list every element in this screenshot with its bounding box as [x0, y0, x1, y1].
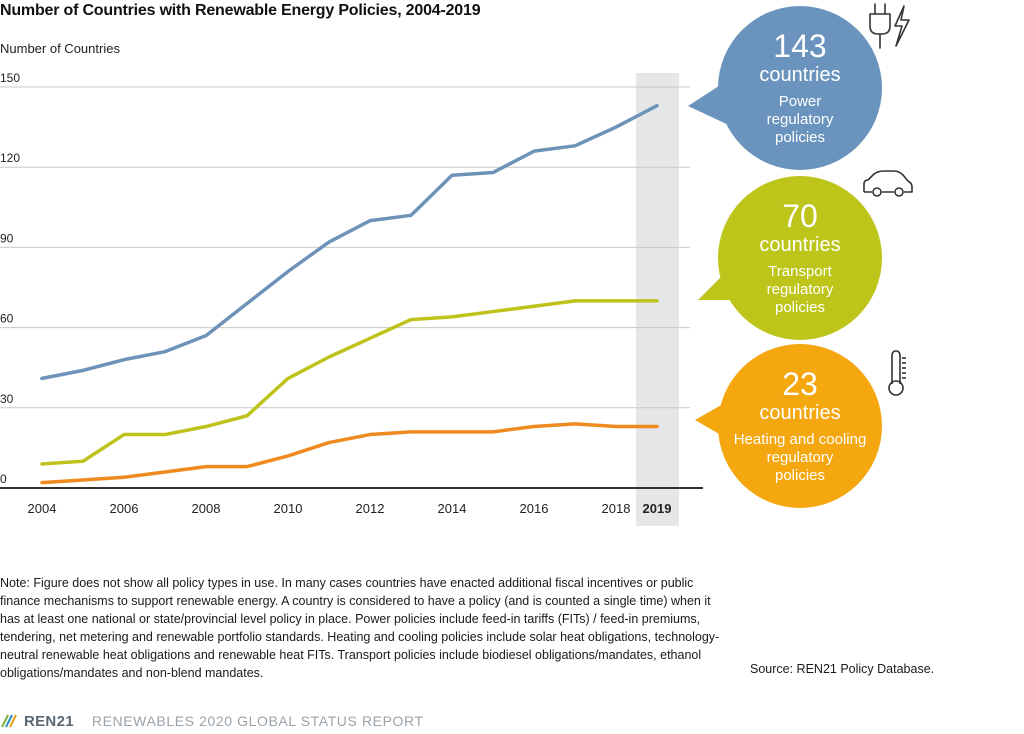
ren21-logo-icon: [1, 714, 17, 728]
gridlines: [0, 86, 690, 409]
bubble-description: regulatory: [767, 281, 834, 298]
x-tick-label: 2008: [192, 501, 221, 516]
y-tick-label: 60: [0, 312, 14, 326]
footer: REN21 RENEWABLES 2020 GLOBAL STATUS REPO…: [0, 710, 424, 732]
y-tick-label: 150: [0, 71, 20, 85]
bubble-circle: [718, 344, 882, 508]
figure-note: Note: Figure does not show all policy ty…: [0, 576, 720, 680]
bubble-circle: [718, 6, 882, 170]
bubble-unit: countries: [759, 64, 840, 86]
x-tick-label: 2018: [602, 501, 631, 516]
x-tick-label: 2016: [520, 501, 549, 516]
thermometer-icon: [888, 350, 906, 396]
bubble-description: regulatory: [767, 111, 834, 128]
car-body: [863, 170, 913, 193]
source-text: Source: REN21 Policy Database.: [750, 662, 935, 676]
car-wheel: [894, 187, 904, 197]
y-tick-label: 120: [0, 151, 20, 165]
y-tick-label: 90: [0, 231, 14, 245]
bubble-unit: countries: [759, 402, 840, 424]
bubble-unit: countries: [759, 234, 840, 256]
x-tick-label: 2010: [274, 501, 303, 516]
bubble-description: policies: [775, 299, 825, 316]
footer-brand: REN21: [24, 712, 74, 730]
bubble-description: Heating and cooling: [734, 431, 867, 448]
bubble-description: policies: [775, 129, 825, 146]
x-tick-label: 2014: [438, 501, 467, 516]
y-tick-label: 30: [0, 392, 14, 406]
bubble-number: 143: [773, 28, 826, 64]
series-lines: [40, 103, 659, 485]
y-tick-label: 0: [0, 472, 7, 486]
bubble-circle: [718, 176, 882, 340]
bubble-number: 70: [782, 198, 818, 234]
bubble-number: 23: [782, 366, 818, 402]
bubble-description: policies: [775, 467, 825, 484]
category-icons: [863, 3, 913, 396]
y-axis-label: Number of Countries: [0, 41, 120, 56]
series-line-transport: [40, 299, 659, 466]
car-icon: [863, 170, 913, 197]
x-tick-label: 2019: [643, 501, 672, 516]
lightning-bolt: [894, 5, 910, 47]
footer-report-title: RENEWABLES 2020 GLOBAL STATUS REPORT: [91, 713, 424, 729]
x-tick-label: 2012: [356, 501, 385, 516]
series-line-heating: [40, 422, 659, 485]
plug-body: [869, 13, 891, 35]
x-tick-label: 2004: [28, 501, 57, 516]
y-axis-ticks: 0 30 60 90 120 150: [0, 71, 20, 486]
callout-bubbles: 143countriesPowerregulatorypolicies70cou…: [688, 6, 882, 508]
chart-title: Number of Countries with Renewable Energ…: [0, 2, 481, 19]
x-axis-ticks: 2004 2006 2008 2010 2012 2014 2016 2018 2019: [28, 501, 672, 516]
car-wheel: [872, 187, 882, 197]
x-tick-label: 2006: [110, 501, 139, 516]
bubble-description: Transport: [768, 263, 832, 280]
thermometer-bulb: [888, 380, 904, 396]
plug-lightning-icon: [869, 3, 910, 49]
bubble-description: Power: [779, 93, 822, 110]
thermometer-tube: [891, 350, 901, 384]
bubble-description: regulatory: [767, 449, 834, 466]
series-line-power: [40, 103, 659, 381]
